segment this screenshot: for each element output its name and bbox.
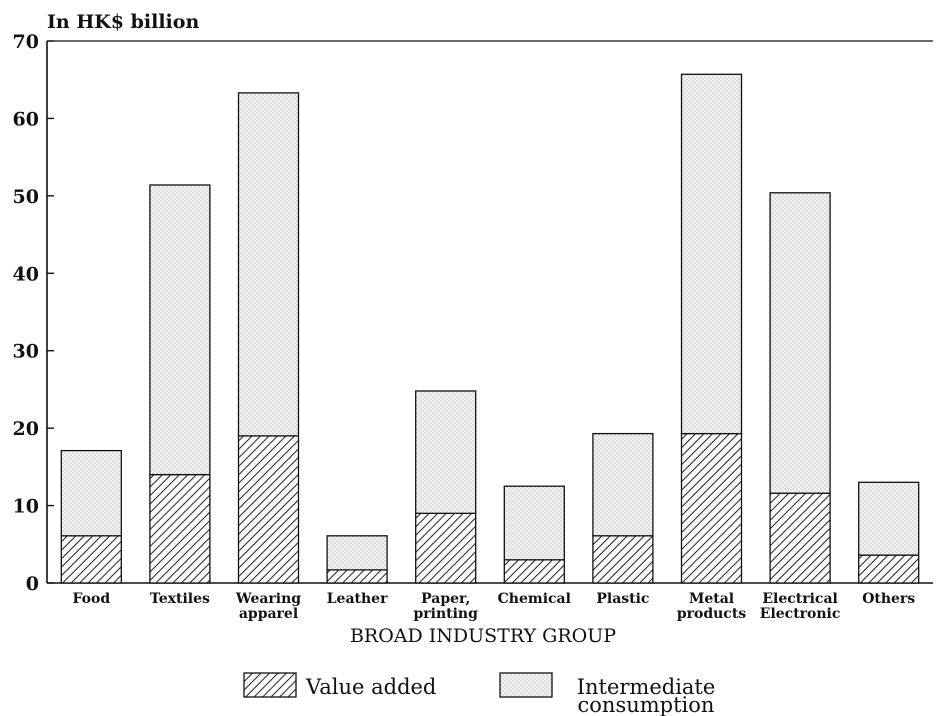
y-tick-label: 30 xyxy=(13,341,39,363)
bar-segment-intermediate-consumption xyxy=(415,390,477,514)
bar-segment-value-added xyxy=(858,554,920,584)
x-tick-label: products xyxy=(677,606,746,622)
x-tick-label: Paper, xyxy=(421,591,470,607)
y-tick-label: 20 xyxy=(13,418,39,440)
x-tick-label: Textiles xyxy=(150,591,210,607)
legend-swatch-value-added xyxy=(243,672,297,698)
y-tick-label: 50 xyxy=(13,186,39,208)
bar-segment-value-added xyxy=(769,492,831,584)
y-tick-label: 70 xyxy=(13,31,39,53)
y-tick-label: 60 xyxy=(13,108,39,130)
x-tick-label: Metal xyxy=(689,591,734,607)
unit-label: In HK$ billion xyxy=(47,11,199,33)
y-tick-label: 0 xyxy=(26,573,39,595)
bar-segment-intermediate-consumption xyxy=(858,481,920,556)
legend-label-intermediate-consumption: Intermediate xyxy=(577,675,716,699)
x-tick-label: apparel xyxy=(239,606,298,622)
bar-segment-intermediate-consumption xyxy=(149,184,211,476)
legend-swatch-intermediate-consumption xyxy=(499,672,553,698)
x-tick-label: Others xyxy=(862,591,915,607)
bar-segment-intermediate-consumption xyxy=(503,485,565,561)
bar-segment-value-added xyxy=(415,512,477,584)
x-axis-label: BROAD INDUSTRY GROUP xyxy=(350,625,616,647)
bar-segment-value-added xyxy=(149,473,211,584)
x-tick-label: Food xyxy=(72,591,110,607)
legend-label-value-added: Value added xyxy=(305,675,436,699)
bar-segment-value-added xyxy=(592,535,654,584)
x-tick-label: Leather xyxy=(327,591,388,607)
bar-segment-intermediate-consumption xyxy=(237,92,300,437)
y-tick-label: 40 xyxy=(13,263,39,285)
bars xyxy=(60,73,920,584)
y-tick-label: 10 xyxy=(13,496,39,518)
bar-segment-value-added xyxy=(60,535,122,584)
bar-segment-intermediate-consumption xyxy=(680,73,743,435)
bar-segment-value-added xyxy=(237,435,300,584)
x-tick-label: Electrical xyxy=(762,591,838,607)
bar-segment-intermediate-consumption xyxy=(769,192,831,494)
x-tick-label: printing xyxy=(413,606,478,622)
bar-segment-value-added xyxy=(503,559,565,584)
bar-segment-value-added xyxy=(326,569,388,584)
bar-segment-value-added xyxy=(680,432,743,584)
x-tick-label: Electronic xyxy=(760,606,841,622)
bar-segment-intermediate-consumption xyxy=(592,432,654,537)
x-tick-label: Chemical xyxy=(498,591,571,607)
x-tick-label: Wearing xyxy=(235,591,301,607)
bar-segment-intermediate-consumption xyxy=(326,535,388,571)
x-tick-label: Plastic xyxy=(596,591,649,607)
legend-label-intermediate-consumption: consumption xyxy=(578,693,715,716)
bar-segment-intermediate-consumption xyxy=(60,449,122,537)
